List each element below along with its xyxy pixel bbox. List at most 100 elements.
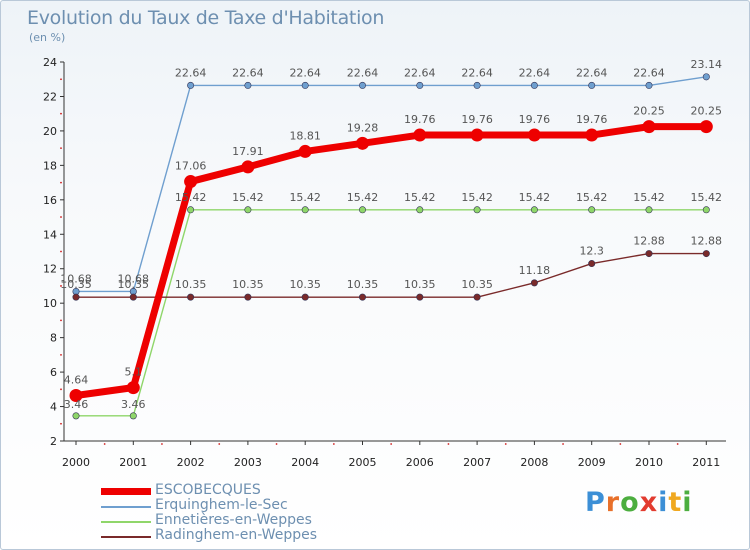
data-label-radinghem-en-weppes: 10.35: [175, 278, 207, 291]
y-tick-label: 10: [43, 297, 57, 310]
data-label-radinghem-en-weppes: 12.3: [579, 245, 604, 258]
y-minor-tick: [60, 353, 62, 356]
data-label-escobecques: 19.76: [576, 113, 608, 126]
data-label-erquinghem-le-sec: 10.68: [118, 272, 150, 285]
data-point-radinghem-en-weppes: [473, 293, 481, 301]
data-label-erquinghem-le-sec: 22.64: [289, 66, 321, 79]
data-label-erquinghem-le-sec: 22.64: [576, 66, 608, 79]
data-point-ennetieres-en-weppes: [301, 206, 309, 214]
y-minor-tick: [60, 147, 62, 150]
x-tick-label: 2004: [291, 456, 319, 469]
data-label-ennetieres-en-weppes: 15.42: [576, 191, 608, 204]
series-line-radinghem-en-weppes: [75, 252, 707, 298]
data-label-escobecques: 19.76: [519, 113, 551, 126]
data-point-escobecques: [585, 128, 599, 142]
data-label-escobecques: 18.81: [289, 129, 321, 142]
x-tick-label: 2005: [349, 456, 377, 469]
x-tick-label: 2007: [463, 456, 491, 469]
x-tick-label: 2009: [578, 456, 606, 469]
data-point-radinghem-en-weppes: [588, 260, 596, 268]
x-tick-label: 2008: [520, 456, 548, 469]
data-label-escobecques: 4.64: [64, 374, 89, 387]
data-label-erquinghem-le-sec: 22.64: [175, 66, 207, 79]
y-tick-label: 24: [43, 56, 57, 69]
x-minor-tick: [447, 443, 450, 445]
data-label-ennetieres-en-weppes: 15.42: [691, 191, 723, 204]
y-minor-tick: [60, 250, 62, 253]
data-point-erquinghem-le-sec: [702, 73, 710, 81]
data-point-radinghem-en-weppes: [358, 293, 366, 301]
logo-letter: i: [658, 487, 669, 518]
data-point-escobecques: [126, 381, 140, 395]
data-point-radinghem-en-weppes: [702, 250, 710, 258]
data-point-escobecques: [298, 144, 312, 158]
x-tick-label: 2001: [119, 456, 147, 469]
x-minor-tick: [619, 443, 622, 445]
data-point-radinghem-en-weppes: [301, 293, 309, 301]
data-point-ennetieres-en-weppes: [72, 412, 80, 420]
data-label-radinghem-en-weppes: 10.35: [404, 278, 436, 291]
y-minor-tick: [60, 285, 62, 287]
y-tick-label: 8: [50, 332, 57, 345]
y-minor-tick: [60, 388, 62, 391]
data-label-radinghem-en-weppes: 10.35: [461, 278, 493, 291]
legend-swatch: [101, 536, 151, 538]
data-point-ennetieres-en-weppes: [473, 206, 481, 214]
data-label-radinghem-en-weppes: 10.35: [347, 278, 379, 291]
data-label-ennetieres-en-weppes: 15.42: [232, 191, 264, 204]
data-label-radinghem-en-weppes: 10.35: [232, 278, 264, 291]
legend-label: ESCOBECQUES: [155, 482, 261, 498]
data-point-ennetieres-en-weppes: [530, 206, 538, 214]
data-label-radinghem-en-weppes: 10.35: [118, 278, 150, 291]
y-minor-tick: [60, 78, 62, 81]
data-point-erquinghem-le-sec: [588, 81, 596, 89]
data-label-escobecques: 5.1: [125, 366, 143, 379]
legend-label: Radinghem-en-Weppes: [155, 527, 317, 543]
data-label-radinghem-en-weppes: 10.35: [289, 278, 321, 291]
data-point-erquinghem-le-sec: [187, 81, 195, 89]
data-label-ennetieres-en-weppes: 15.42: [461, 191, 493, 204]
x-minor-tick: [390, 443, 393, 445]
x-tick-label: 2006: [406, 456, 434, 469]
data-point-radinghem-en-weppes: [129, 293, 137, 301]
data-point-ennetieres-en-weppes: [702, 206, 710, 214]
y-tick-label: 14: [43, 228, 57, 241]
data-label-ennetieres-en-weppes: 15.42: [519, 191, 551, 204]
data-label-ennetieres-en-weppes: 15.42: [175, 191, 207, 204]
data-point-radinghem-en-weppes: [645, 250, 653, 258]
data-label-ennetieres-en-weppes: 15.42: [633, 191, 665, 204]
x-minor-tick: [332, 443, 335, 445]
series-line-erquinghem-le-sec: [75, 76, 707, 293]
series-line-escobecques: [72, 123, 710, 400]
data-label-erquinghem-le-sec: 23.14: [691, 58, 723, 71]
data-label-escobecques: 20.25: [633, 105, 665, 118]
data-label-ennetieres-en-weppes: 3.46: [64, 398, 89, 411]
data-point-ennetieres-en-weppes: [416, 206, 424, 214]
x-minor-tick: [218, 443, 221, 445]
data-point-radinghem-en-weppes: [530, 279, 538, 287]
y-tick-label: 16: [43, 194, 57, 207]
data-label-escobecques: 19.76: [461, 113, 493, 126]
series-line-ennetieres-en-weppes: [75, 209, 707, 417]
data-point-ennetieres-en-weppes: [588, 206, 596, 214]
y-tick-label: 18: [43, 159, 57, 172]
data-point-escobecques: [527, 128, 541, 142]
data-label-radinghem-en-weppes: 12.88: [691, 235, 723, 248]
x-tick-label: 2003: [234, 456, 262, 469]
data-label-erquinghem-le-sec: 22.64: [633, 66, 665, 79]
x-minor-tick: [562, 443, 564, 445]
logo-letter: x: [639, 487, 659, 518]
data-label-ennetieres-en-weppes: 15.42: [347, 191, 379, 204]
y-tick-label: 4: [50, 401, 57, 414]
data-point-erquinghem-le-sec: [473, 81, 481, 89]
data-label-erquinghem-le-sec: 22.64: [232, 66, 264, 79]
data-label-ennetieres-en-weppes: 15.42: [404, 191, 436, 204]
logo-letter: r: [605, 487, 621, 518]
x-tick-label: 2010: [635, 456, 663, 469]
y-tick-label: 6: [50, 366, 57, 379]
data-point-radinghem-en-weppes: [72, 293, 80, 301]
data-point-ennetieres-en-weppes: [244, 206, 252, 214]
x-tick-label: 2002: [177, 456, 205, 469]
